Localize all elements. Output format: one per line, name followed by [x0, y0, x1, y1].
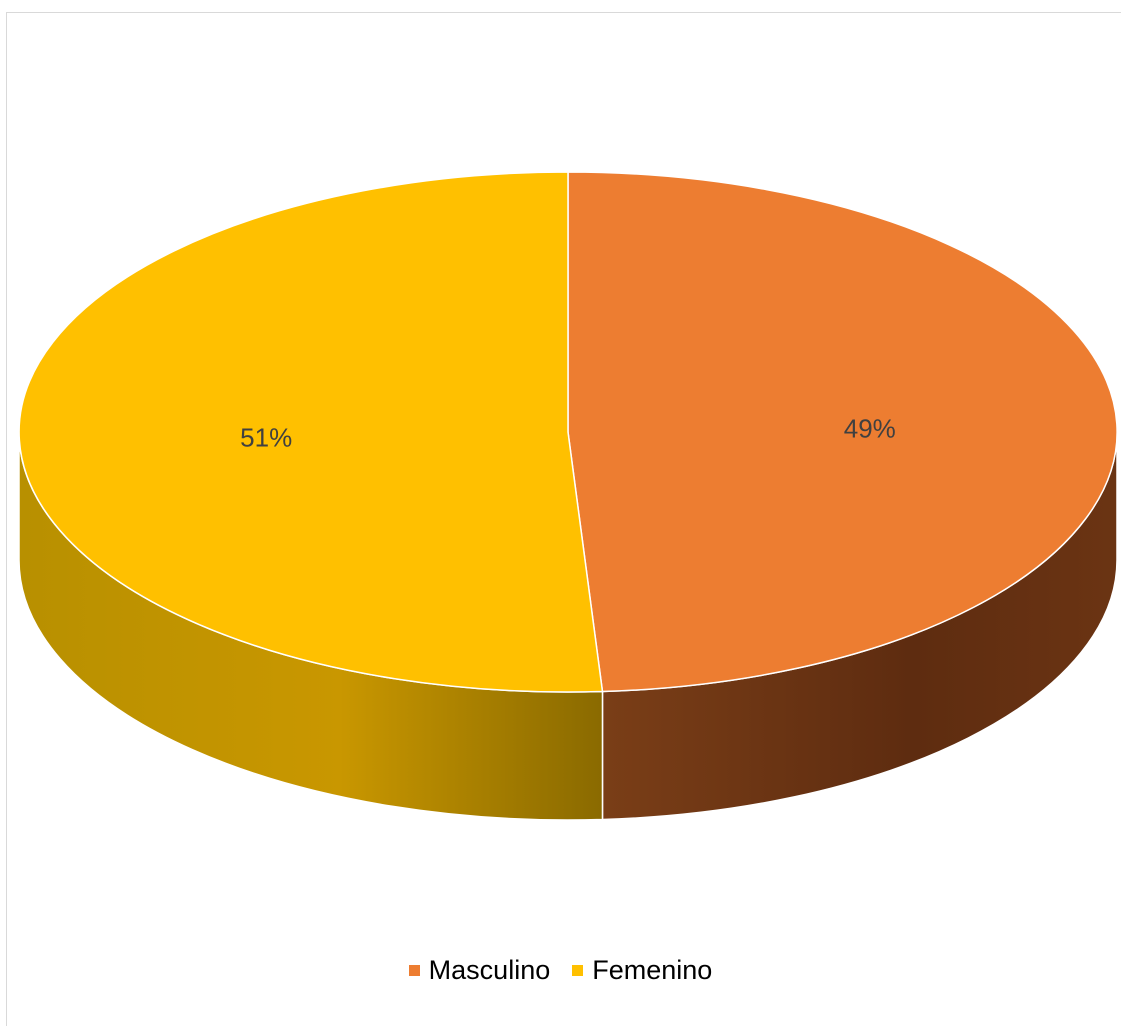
legend-swatch-femenino: [572, 965, 584, 976]
legend-label-femenino: Femenino: [592, 955, 713, 985]
chart-legend: Masculino Femenino: [0, 955, 1121, 986]
legend-item-femenino: Femenino: [572, 955, 712, 986]
legend-item-masculino: Masculino: [408, 955, 551, 986]
legend-label-masculino: Masculino: [428, 955, 551, 985]
data-label-femenino: 51%: [240, 423, 292, 453]
data-label-masculino: 49%: [844, 414, 896, 444]
pie-slice-masculino: [567, 171, 1118, 693]
legend-swatch-masculino: [408, 965, 420, 976]
pie-slice-femenino: [18, 171, 604, 693]
